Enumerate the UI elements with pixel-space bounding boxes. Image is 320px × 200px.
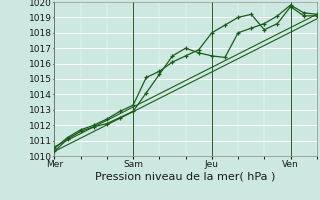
X-axis label: Pression niveau de la mer( hPa ): Pression niveau de la mer( hPa )	[95, 172, 276, 182]
